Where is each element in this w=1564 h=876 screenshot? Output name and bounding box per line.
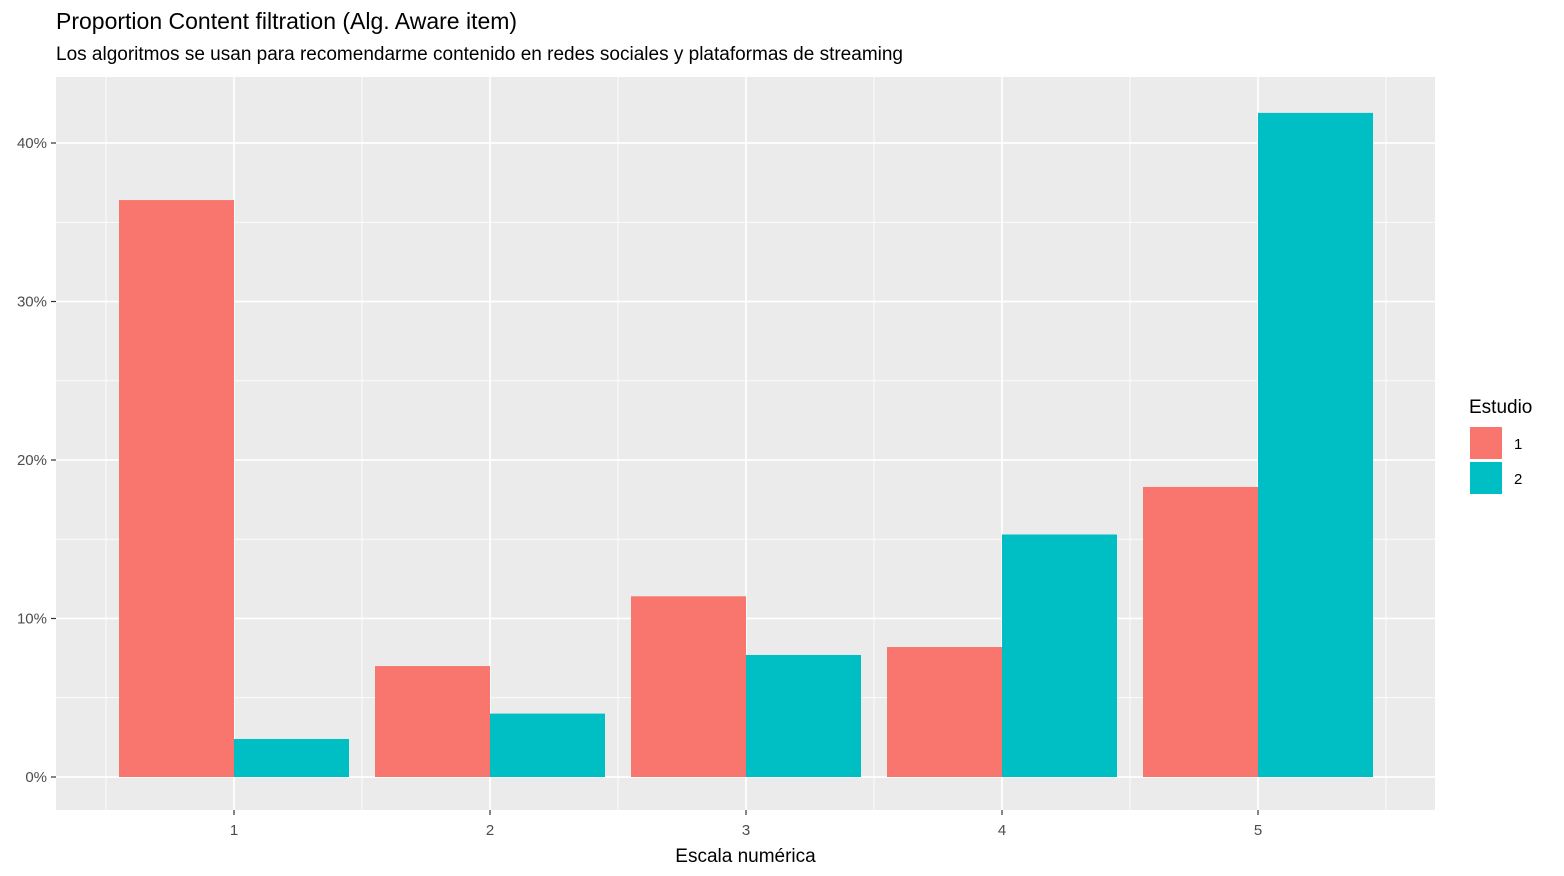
bar-series-2-cat-1: [234, 738, 349, 777]
legend-key-2: [1470, 462, 1502, 494]
y-tick-label: 0%: [25, 769, 47, 786]
y-axis: 0% 10% 20% 30% 40%: [17, 135, 56, 786]
legend-label-1: 1: [1514, 436, 1522, 453]
y-tick-label: 40%: [17, 135, 47, 152]
bar-series-2-cat-2: [490, 713, 605, 777]
x-tick-label: 5: [1254, 822, 1262, 839]
y-tick-label: 20%: [17, 452, 47, 469]
bar-series-2-cat-4: [1002, 534, 1117, 777]
y-tick-label: 10%: [17, 611, 47, 628]
x-axis-title: Escala numérica: [675, 846, 816, 867]
legend-key-1: [1470, 427, 1502, 459]
x-tick-label: 2: [486, 822, 494, 839]
x-tick-label: 3: [742, 822, 750, 839]
y-tick-label: 30%: [17, 294, 47, 311]
chart-title: Proportion Content filtration (Alg. Awar…: [56, 8, 518, 34]
legend: Estudio 1 2: [1469, 397, 1532, 494]
bar-series-2-cat-3: [746, 654, 861, 777]
x-tick-label: 4: [998, 822, 1006, 839]
bar-series-1-cat-3: [631, 596, 746, 777]
bar-series-1-cat-1: [119, 200, 234, 777]
chart-subtitle: Los algoritmos se usan para recomendarme…: [56, 44, 904, 65]
legend-label-2: 2: [1514, 471, 1522, 488]
bar-series-1-cat-2: [375, 666, 490, 777]
x-axis: 1 2 3 4 5: [230, 810, 1262, 839]
bar-series-1-cat-4: [887, 647, 1002, 777]
legend-title: Estudio: [1469, 397, 1532, 418]
bars: [119, 112, 1373, 777]
x-tick-label: 1: [230, 822, 238, 839]
bar-series-2-cat-5: [1258, 112, 1373, 777]
bar-series-1-cat-5: [1143, 486, 1258, 777]
